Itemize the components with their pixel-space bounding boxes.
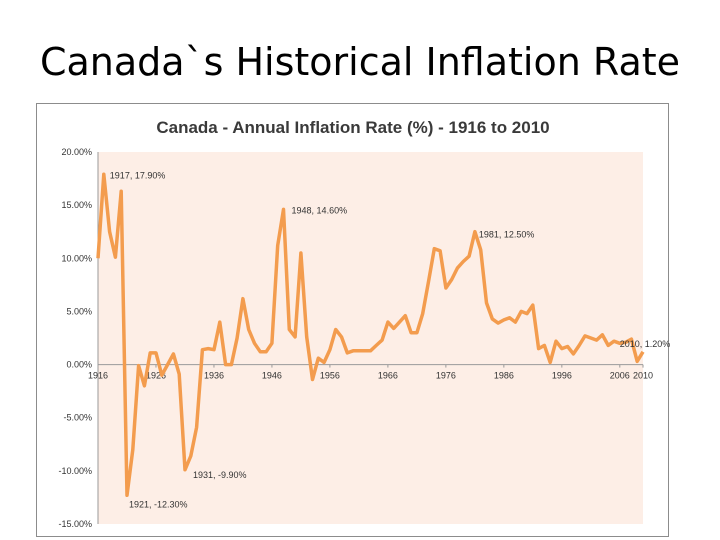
- x-tick-label: 1946: [262, 371, 282, 381]
- y-tick-label: 15.00%: [61, 200, 92, 210]
- y-tick-label: -5.00%: [63, 413, 92, 423]
- slide-title: Canada`s Historical Inflation Rate: [39, 40, 681, 84]
- x-tick-label: 1966: [378, 371, 398, 381]
- inflation-line-chart: Canada - Annual Inflation Rate (%) - 191…: [58, 118, 670, 529]
- data-label: 1921, -12.30%: [129, 499, 188, 509]
- y-axis-ticks: 20.00% 15.00% 10.00% 5.00% 0.00% -5.00% -10.00…: [58, 147, 99, 529]
- x-tick-label: 2006: [610, 371, 630, 381]
- chart-frame: Canada - Annual Inflation Rate (%) - 191…: [36, 103, 670, 537]
- plot-background: [98, 152, 643, 524]
- data-label: 1931, -9.90%: [193, 470, 247, 480]
- y-tick-label: -10.00%: [58, 466, 92, 476]
- data-label: 2010, 1.20%: [620, 339, 670, 349]
- x-tick-label: 1926: [146, 371, 166, 381]
- y-tick-label: -15.00%: [58, 519, 92, 529]
- x-tick-label: 1986: [494, 371, 514, 381]
- data-label: 1948, 14.60%: [292, 205, 348, 215]
- y-tick-label: 10.00%: [61, 253, 92, 263]
- x-tick-label: 1976: [436, 371, 456, 381]
- x-tick-label: 1956: [320, 371, 340, 381]
- x-tick-label: 1936: [204, 371, 224, 381]
- data-annotations: 1917, 17.90% 1921, -12.30% 1931, -9.90% 194…: [110, 170, 670, 509]
- y-tick-label: 20.00%: [61, 147, 92, 157]
- y-tick-label: 5.00%: [66, 306, 92, 316]
- x-axis: 1916 1926 1936 1946 1956 1966 1976 1986 1996 2006…: [88, 364, 653, 381]
- series-line-inflation: [96, 172, 645, 498]
- chart-title: Canada - Annual Inflation Rate (%) - 191…: [156, 118, 549, 137]
- x-tick-label: 1996: [552, 371, 572, 381]
- data-label: 1917, 17.90%: [110, 170, 166, 180]
- data-label: 1981, 12.50%: [479, 230, 535, 240]
- x-tick-label: 1916: [88, 371, 108, 381]
- x-tick-label: 2010: [633, 371, 653, 381]
- y-tick-label: 0.00%: [66, 360, 92, 370]
